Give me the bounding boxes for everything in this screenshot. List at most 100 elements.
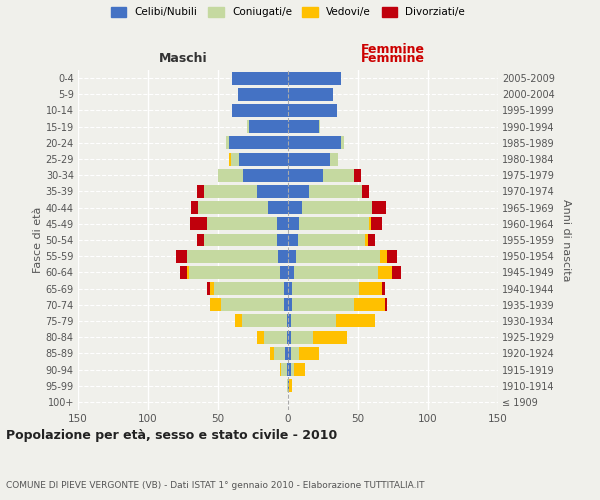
Bar xyxy=(293,266,377,279)
Bar xyxy=(221,298,284,311)
Bar xyxy=(214,282,284,295)
Bar xyxy=(392,266,401,279)
Bar xyxy=(287,330,288,344)
Bar xyxy=(264,330,287,344)
Bar xyxy=(239,152,288,166)
Bar xyxy=(289,379,292,392)
Bar xyxy=(292,282,359,295)
Bar xyxy=(385,298,388,311)
Bar xyxy=(299,347,319,360)
Text: Maschi: Maschi xyxy=(158,52,208,65)
Bar xyxy=(204,234,277,246)
Bar xyxy=(388,250,397,262)
Bar xyxy=(287,379,288,392)
Bar xyxy=(230,152,239,166)
Bar xyxy=(377,266,392,279)
Bar xyxy=(288,330,291,344)
Bar xyxy=(291,330,313,344)
Bar xyxy=(368,234,375,246)
Text: Femmine: Femmine xyxy=(361,52,425,65)
Text: COMUNE DI PIEVE VERGONTE (VB) - Dati ISTAT 1° gennaio 2010 - Elaborazione TUTTIT: COMUNE DI PIEVE VERGONTE (VB) - Dati IST… xyxy=(6,481,425,490)
Bar xyxy=(288,120,319,133)
Bar xyxy=(372,201,386,214)
Bar xyxy=(249,120,288,133)
Bar xyxy=(207,282,209,295)
Bar xyxy=(207,218,277,230)
Bar xyxy=(280,266,288,279)
Bar xyxy=(187,266,188,279)
Bar xyxy=(274,347,285,360)
Legend: Celibi/Nubili, Coniugati/e, Vedovi/e, Divorziati/e: Celibi/Nubili, Coniugati/e, Vedovi/e, Di… xyxy=(111,7,465,18)
Bar xyxy=(280,363,281,376)
Bar xyxy=(354,169,361,181)
Bar xyxy=(288,298,292,311)
Text: Femmine: Femmine xyxy=(361,44,425,57)
Bar xyxy=(242,314,287,328)
Bar xyxy=(235,314,242,328)
Bar xyxy=(281,363,287,376)
Bar xyxy=(229,152,230,166)
Bar xyxy=(288,136,341,149)
Bar xyxy=(232,72,288,85)
Bar xyxy=(270,347,274,360)
Bar xyxy=(288,201,302,214)
Bar xyxy=(187,250,278,262)
Bar xyxy=(335,314,375,328)
Bar xyxy=(277,234,288,246)
Bar xyxy=(288,104,337,117)
Bar xyxy=(199,201,268,214)
Bar xyxy=(226,136,229,149)
Bar xyxy=(293,363,305,376)
Bar xyxy=(359,282,382,295)
Bar xyxy=(287,314,288,328)
Bar xyxy=(190,218,207,230)
Bar xyxy=(243,169,288,181)
Bar xyxy=(288,185,309,198)
Bar xyxy=(232,104,288,117)
Bar xyxy=(296,250,380,262)
Bar xyxy=(284,298,288,311)
Bar xyxy=(238,88,288,101)
Bar xyxy=(288,282,292,295)
Bar xyxy=(291,314,335,328)
Bar xyxy=(380,250,388,262)
Bar xyxy=(209,298,221,311)
Bar xyxy=(288,379,289,392)
Bar xyxy=(291,363,293,376)
Bar xyxy=(197,185,204,198)
Bar xyxy=(188,266,280,279)
Bar xyxy=(288,363,291,376)
Bar xyxy=(229,136,288,149)
Bar xyxy=(197,234,204,246)
Bar xyxy=(288,250,296,262)
Y-axis label: Anni di nascita: Anni di nascita xyxy=(560,198,571,281)
Bar xyxy=(354,298,385,311)
Bar xyxy=(299,218,369,230)
Bar xyxy=(204,185,257,198)
Bar xyxy=(277,218,288,230)
Bar xyxy=(180,266,187,279)
Bar xyxy=(369,218,371,230)
Bar xyxy=(268,201,288,214)
Bar xyxy=(257,330,264,344)
Bar xyxy=(298,234,365,246)
Bar xyxy=(313,330,347,344)
Bar xyxy=(247,120,249,133)
Bar xyxy=(209,282,214,295)
Bar xyxy=(323,169,354,181)
Bar xyxy=(191,201,199,214)
Bar xyxy=(382,282,385,295)
Bar xyxy=(288,218,299,230)
Bar xyxy=(288,266,293,279)
Bar xyxy=(287,363,288,376)
Bar xyxy=(285,347,288,360)
Bar xyxy=(362,185,369,198)
Bar xyxy=(284,282,288,295)
Bar xyxy=(292,298,354,311)
Bar xyxy=(288,88,333,101)
Bar xyxy=(319,120,320,133)
Bar xyxy=(302,201,372,214)
Bar xyxy=(291,347,299,360)
Bar xyxy=(176,250,187,262)
Bar xyxy=(365,234,368,246)
